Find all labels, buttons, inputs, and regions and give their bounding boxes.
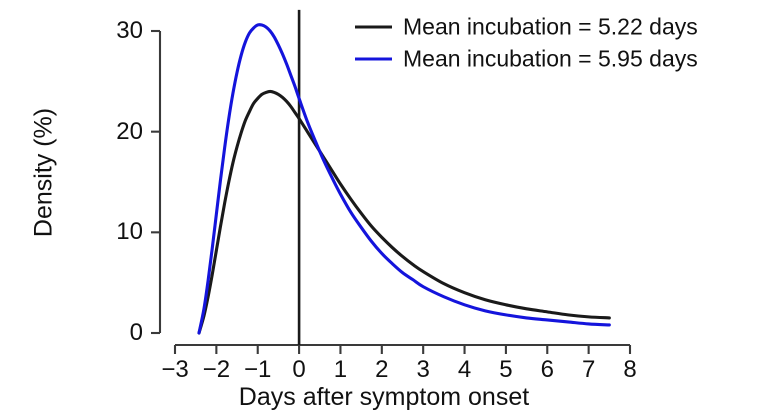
x-tick-label: 5 xyxy=(499,356,513,383)
x-axis-title: Days after symptom onset xyxy=(238,383,530,411)
axes-group xyxy=(151,29,632,354)
x-tick-label: −1 xyxy=(244,356,272,383)
y-tick-label: 30 xyxy=(116,17,143,44)
y-tick-label: 20 xyxy=(116,117,143,145)
density-curve-1 xyxy=(197,89,611,335)
x-tick-label: −3 xyxy=(161,356,189,383)
series-group xyxy=(197,23,611,335)
x-tick-label: 6 xyxy=(540,356,554,383)
legend-label-1: Mean incubation = 5.22 days xyxy=(403,13,698,40)
density-curve-2 xyxy=(197,23,611,335)
x-tick-label: 3 xyxy=(416,356,430,383)
x-tick-label: 8 xyxy=(623,356,637,383)
x-tick-label: 4 xyxy=(457,356,472,383)
legend-label-2: Mean incubation = 5.95 days xyxy=(403,45,698,72)
x-tick-label: −2 xyxy=(202,356,231,383)
y-axis-title: Density (%) xyxy=(29,107,58,238)
legend-swatch-group xyxy=(355,25,392,61)
x-tick-label: 7 xyxy=(581,356,596,383)
y-tick-label: 10 xyxy=(116,218,143,246)
x-tick-label: 1 xyxy=(333,356,348,383)
x-tick-label: 0 xyxy=(292,356,306,383)
y-tick-label: 0 xyxy=(129,319,143,346)
x-tick-label: 2 xyxy=(375,356,389,383)
